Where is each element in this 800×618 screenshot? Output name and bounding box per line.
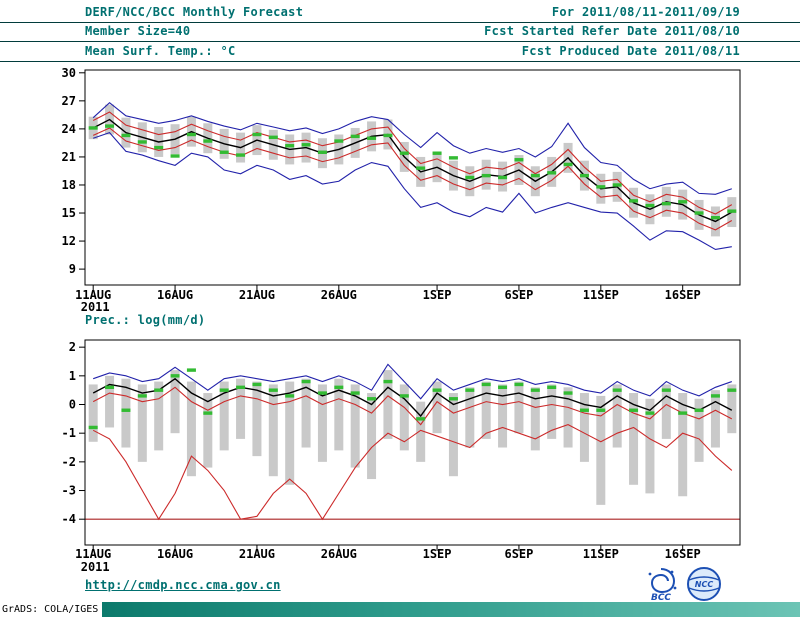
svg-text:2: 2 — [69, 340, 76, 354]
svg-text:21AUG: 21AUG — [239, 288, 275, 302]
svg-text:15: 15 — [62, 206, 76, 220]
svg-text:6SEP: 6SEP — [504, 547, 533, 561]
ncc-logo: NCC — [687, 567, 721, 601]
svg-text:12: 12 — [62, 234, 76, 248]
svg-text:6SEP: 6SEP — [504, 288, 533, 302]
svg-text:-2: -2 — [62, 455, 76, 469]
svg-text:21: 21 — [62, 150, 76, 164]
svg-text:11SEP: 11SEP — [583, 547, 619, 561]
svg-text:30: 30 — [62, 66, 76, 80]
svg-text:0: 0 — [69, 398, 76, 412]
header-row-2: Member Size=40 Fcst Started Refer Date 2… — [0, 23, 800, 42]
fcst-refer-date: Fcst Started Refer Date 2011/08/10 — [484, 24, 740, 38]
temperature-chart: 9 12 15 18 21 24 27 30 11AUG 16AUG 21AUG 26AUG 1SEP 6… — [62, 66, 741, 312]
svg-text:18: 18 — [62, 178, 76, 192]
svg-text:1SEP: 1SEP — [423, 288, 452, 302]
member-size: Member Size=40 — [85, 24, 191, 38]
svg-text:11AUG: 11AUG — [75, 288, 111, 302]
svg-text:16AUG: 16AUG — [157, 288, 193, 302]
svg-text:11SEP: 11SEP — [583, 288, 619, 302]
grads-signature-strip: GrADS: COLA/IGES — [0, 601, 800, 618]
svg-text:2011: 2011 — [81, 560, 110, 574]
svg-text:16SEP: 16SEP — [665, 288, 701, 302]
header-row-1: DERF/NCC/BCC Monthly Forecast For 2011/0… — [0, 0, 800, 23]
grads-credit: GrADS: COLA/IGES — [2, 604, 99, 615]
header-row-3: Mean Surf. Temp.: °C Fcst Produced Date … — [0, 42, 800, 62]
source-url-link[interactable]: http://cmdp.ncc.cma.gov.cn — [85, 578, 281, 592]
svg-text:-1: -1 — [62, 426, 76, 440]
svg-text:16SEP: 16SEP — [665, 547, 701, 561]
fcst-produced-date: Fcst Produced Date 2011/08/11 — [521, 44, 740, 58]
bcc-logo-label: BCC — [651, 593, 671, 602]
svg-text:-3: -3 — [62, 484, 76, 498]
svg-text:11AUG: 11AUG — [75, 547, 111, 561]
grads-color-bar — [102, 602, 800, 617]
svg-text:26AUG: 26AUG — [321, 288, 357, 302]
svg-text:1: 1 — [69, 369, 76, 383]
page-title: DERF/NCC/BCC Monthly Forecast — [85, 5, 304, 19]
svg-text:1SEP: 1SEP — [423, 547, 452, 561]
svg-text:24: 24 — [62, 122, 76, 136]
svg-text:27: 27 — [62, 94, 76, 108]
temp-chart-title: Mean Surf. Temp.: °C — [85, 44, 236, 58]
svg-text:26AUG: 26AUG — [321, 547, 357, 561]
ncc-logo-label: NCC — [695, 580, 714, 589]
precipitation-chart: -4 -3 -2 -1 0 1 2 11AUG 16AUG 21AUG 26AUG 1SEP 6SEP 1… — [62, 339, 741, 574]
forecast-period: For 2011/08/11-2011/09/19 — [551, 5, 740, 19]
bcc-logo: BCC — [648, 568, 677, 602]
svg-text:16AUG: 16AUG — [157, 547, 193, 561]
svg-text:21AUG: 21AUG — [239, 547, 275, 561]
svg-text:-4: -4 — [62, 512, 76, 526]
precip-chart-title: Prec.: log(mm/d) — [85, 313, 206, 327]
svg-text:2011: 2011 — [81, 300, 110, 312]
svg-text:9: 9 — [69, 262, 76, 276]
